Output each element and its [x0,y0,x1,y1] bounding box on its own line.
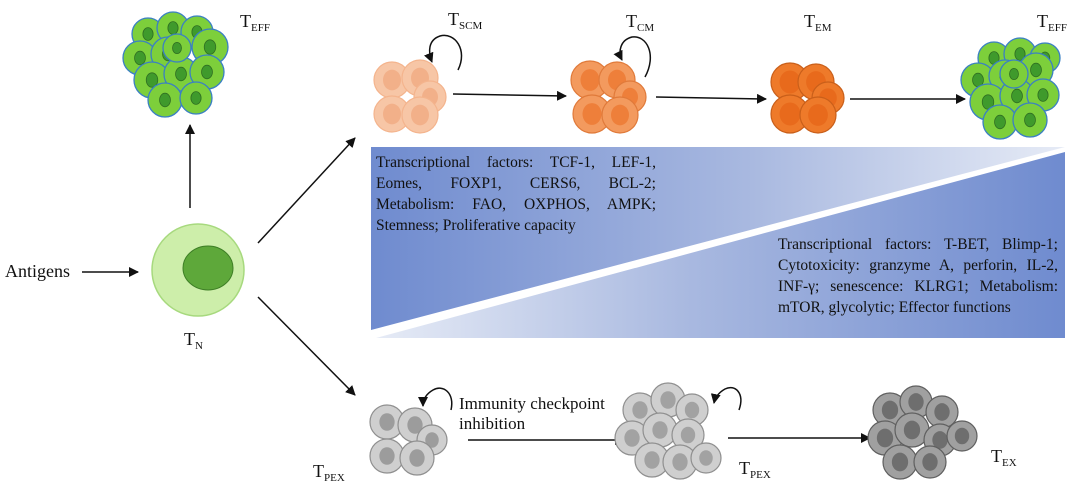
arrow-tn-to-tscm [257,137,356,244]
tn-label: TN [184,329,203,352]
checkpoint-inhibition-label: Immunity checkpoint inhibition [459,394,605,433]
tem-cluster [770,62,845,134]
teff-top-cluster [122,11,229,118]
tex-label: TEX [991,446,1017,469]
self-renewal-tcm [613,36,651,78]
tex-cluster [867,385,978,480]
tpex-left-cluster [369,404,448,476]
arrow-tscm-to-tcm [452,90,567,101]
tcm-cluster [570,60,647,134]
tem-label: TEM [804,11,832,34]
naive-t-cell [151,223,245,317]
tcm-label: TCM [626,11,655,34]
tpex-left-label: TPEX [313,461,345,484]
tscm-cluster [373,59,447,134]
tscm-label: TSCM [448,9,483,32]
self-renewal-tscm [424,34,463,71]
self-renewal-tpex-mid [710,387,742,411]
teff-top-label: TEFF [240,11,270,34]
teff-right-cluster [960,37,1061,140]
effector-wedge [376,152,1065,338]
self-renewal-tpex-left [418,387,453,411]
tpex-mid-cluster [614,382,722,480]
stemness-wedge [371,147,1065,330]
teff-right-label: TEFF [1037,11,1067,34]
antigens-label: Antigens [5,261,70,281]
arrow-tn-to-tpex [257,296,356,396]
arrows [82,34,966,445]
arrow-tcm-to-tem [655,93,767,104]
stemness-features-text: Transcriptional factors: TCF-1, LEF-1, E… [376,154,656,234]
effector-features-text: Transcriptional factors: T-BET, Blimp-1;… [778,236,1058,316]
tpex-mid-label: TPEX [739,458,771,481]
